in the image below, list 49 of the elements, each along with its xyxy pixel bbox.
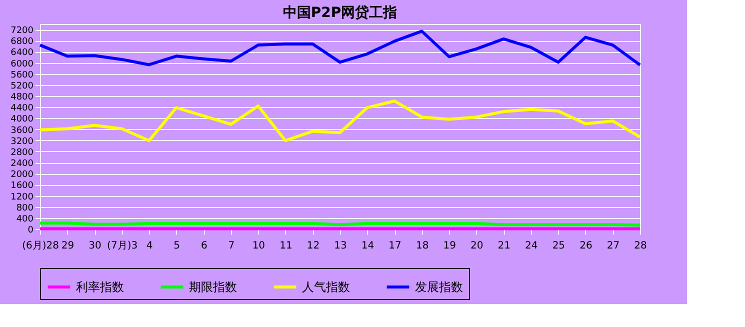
x-tick-label: 28 bbox=[634, 240, 647, 252]
line-series bbox=[38, 100, 642, 142]
y-tick-label: 0 bbox=[28, 226, 34, 236]
x-tick-label: 12 bbox=[306, 240, 320, 252]
chart-title: 中国P2P网贷工指 bbox=[282, 4, 398, 21]
x-tick-label: 20 bbox=[470, 240, 484, 252]
y-tick-label: 5200 bbox=[10, 81, 34, 92]
y-tick-label: 5600 bbox=[10, 70, 34, 80]
y-tick-label: 7200 bbox=[10, 26, 34, 36]
x-tick-label: (7月)3 bbox=[107, 240, 138, 252]
x-tick-label: 18 bbox=[416, 240, 429, 252]
y-tick-label: 6800 bbox=[10, 37, 34, 48]
y-tick-label: 2400 bbox=[10, 159, 34, 170]
y-tick-label: 4800 bbox=[10, 92, 34, 103]
y-tick-label: 6400 bbox=[10, 48, 34, 58]
x-tick-label: 4 bbox=[146, 240, 153, 252]
x-tick-label: 21 bbox=[498, 240, 511, 252]
legend-label: 人气指数 bbox=[302, 280, 350, 294]
x-tick-label: 24 bbox=[525, 240, 538, 252]
y-tick-label: 2800 bbox=[10, 148, 34, 158]
y-tick-label: 1600 bbox=[10, 181, 34, 192]
y-tick-label: 4400 bbox=[10, 104, 34, 114]
x-tick-label: 29 bbox=[61, 240, 74, 252]
x-tick-label: 6 bbox=[200, 240, 208, 252]
y-tick-label: 1200 bbox=[10, 192, 34, 202]
legend-label: 发展指数 bbox=[415, 280, 463, 294]
x-tick-label: 26 bbox=[580, 240, 592, 252]
y-tick-label: 400 bbox=[16, 214, 34, 224]
y-tick-label: 4000 bbox=[10, 114, 34, 125]
legend-label: 利率指数 bbox=[76, 280, 124, 294]
x-tick-label: 25 bbox=[552, 240, 566, 252]
x-tick-label: 30 bbox=[88, 240, 102, 252]
x-tick-label: 19 bbox=[443, 240, 456, 252]
line-series bbox=[38, 30, 642, 66]
y-tick-label: 800 bbox=[16, 203, 34, 214]
x-tick-label: (6月)28 bbox=[22, 240, 59, 252]
y-tick-label: 6000 bbox=[10, 59, 34, 70]
y-tick-label: 3600 bbox=[10, 126, 34, 136]
x-tick-label: 7 bbox=[228, 240, 235, 252]
x-tick-label: 17 bbox=[388, 240, 402, 252]
x-tick-label: 13 bbox=[334, 240, 347, 252]
y-tick-label: 2000 bbox=[10, 170, 34, 180]
y-tick-label: 3200 bbox=[10, 136, 34, 147]
x-tick-label: 14 bbox=[361, 240, 374, 252]
x-tick-label: 10 bbox=[252, 240, 266, 252]
x-tick-label: 5 bbox=[174, 240, 180, 252]
x-tick-label: 27 bbox=[606, 240, 620, 252]
x-tick-label: 11 bbox=[280, 240, 292, 252]
legend-label: 期限指数 bbox=[189, 280, 237, 294]
